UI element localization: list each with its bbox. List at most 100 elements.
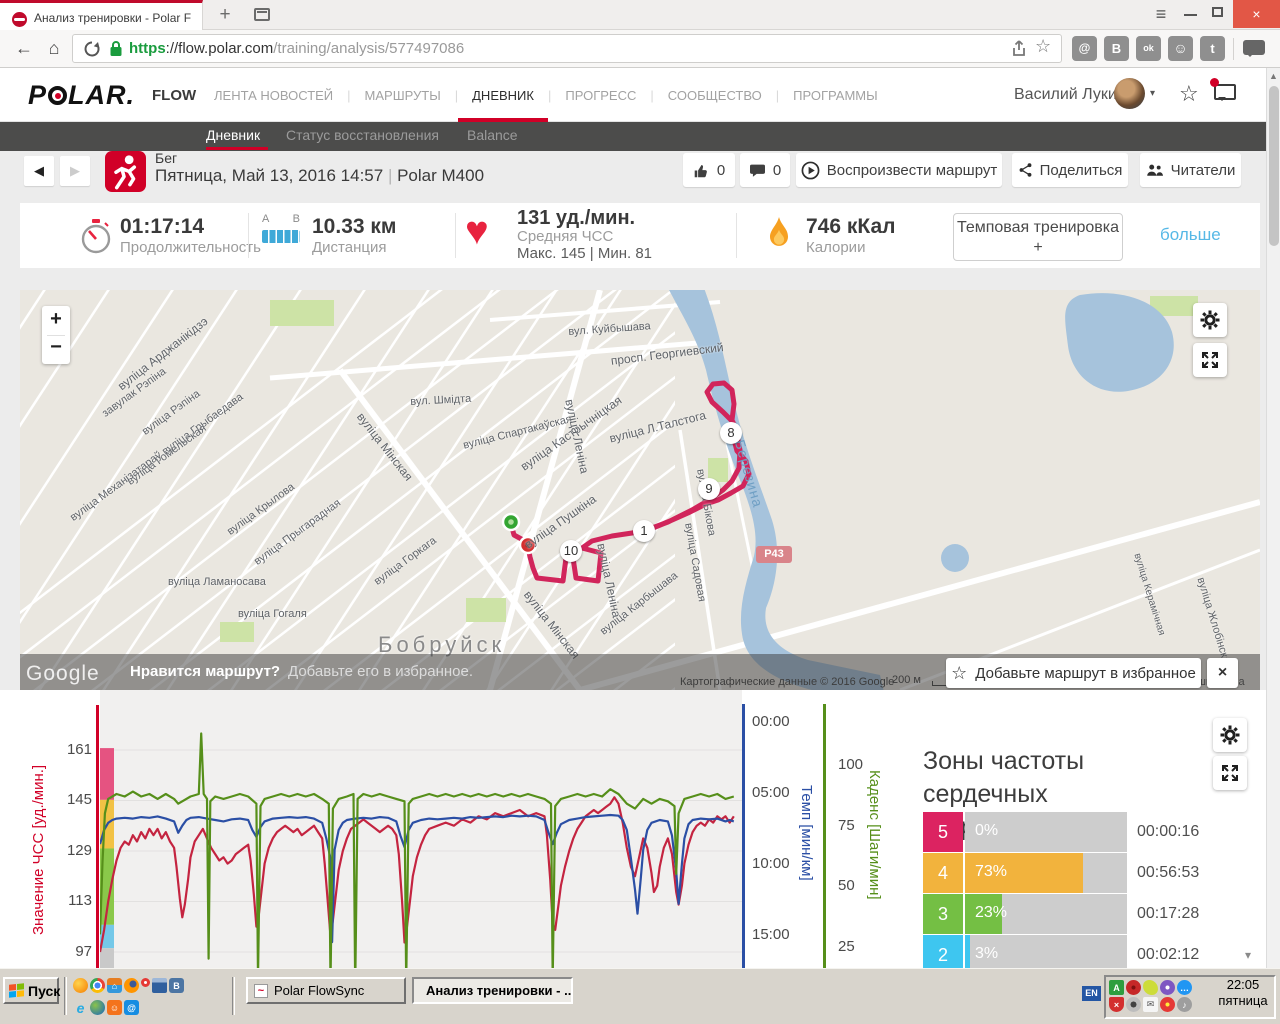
antivirus-icon[interactable]: A — [1109, 980, 1124, 995]
mail-icon[interactable]: ✉ — [1143, 997, 1158, 1012]
subnav-diary[interactable]: Дневник — [206, 127, 261, 143]
guard-icon[interactable] — [1160, 997, 1175, 1012]
volume-icon[interactable]: ♪ — [1177, 997, 1192, 1012]
chart-settings-button[interactable] — [1213, 718, 1247, 752]
url-bar[interactable]: https://flow.polar.com/training/analysis… — [72, 34, 1062, 63]
hr-zone-row: 4 73% 00:56:53 — [923, 853, 1260, 893]
zoom-out-button[interactable]: − — [50, 336, 62, 358]
twitter-icon[interactable]: t — [1200, 36, 1225, 61]
notifications-icon[interactable] — [1214, 84, 1236, 101]
comment-button[interactable]: 0 — [740, 153, 790, 187]
share-button[interactable]: Поделиться — [1012, 153, 1128, 187]
zone-bar: 23% — [965, 894, 1127, 934]
subnav-balance[interactable]: Balance — [467, 127, 518, 143]
mymir-icon[interactable]: ☺ — [1168, 36, 1193, 61]
series-hr — [100, 796, 735, 953]
hr-minmax: Макс. 145 | Мин. 81 — [517, 245, 653, 262]
subnav-recovery[interactable]: Статус восстановления — [286, 127, 439, 143]
ie-icon[interactable]: e — [76, 999, 85, 1016]
chevron-down-icon[interactable]: ▾ — [1150, 88, 1156, 99]
taskbar-clock[interactable]: 22:05 пятница — [1212, 977, 1274, 1009]
leaf-icon[interactable] — [1143, 980, 1158, 995]
series-cadence — [100, 732, 735, 968]
nav-item-programs[interactable]: ПРОГРАММЫ — [793, 87, 878, 103]
avg-hr-label: Средняя ЧСС — [517, 228, 614, 245]
vk-icon[interactable]: B — [169, 978, 184, 993]
like-button[interactable]: 0 — [683, 153, 735, 187]
at-icon[interactable]: @ — [1072, 36, 1097, 61]
share-page-icon[interactable] — [1011, 40, 1027, 58]
start-button[interactable]: Пуск — [3, 977, 60, 1004]
mailru-icon[interactable]: @ — [124, 1000, 139, 1015]
comments-panel-icon[interactable] — [1243, 40, 1265, 57]
next-session-button[interactable]: ▶ — [60, 156, 90, 186]
training-curves-chart[interactable] — [100, 690, 742, 968]
opera-icon[interactable] — [141, 978, 150, 987]
ok-icon[interactable]: ☺ — [107, 1000, 122, 1015]
duration-value: 01:17:14 — [120, 215, 205, 238]
replay-route-button[interactable]: Воспроизвести маршрут — [796, 153, 1002, 187]
calories-label: Калории — [806, 239, 866, 256]
earth-icon[interactable] — [90, 1000, 105, 1015]
nav-item-routes[interactable]: МАРШРУТЫ — [364, 87, 441, 103]
vk-icon[interactable]: B — [1104, 36, 1129, 61]
back-button[interactable]: ← — [15, 38, 33, 58]
ok-icon[interactable]: ok — [1136, 36, 1161, 61]
more-link[interactable]: больше — [1160, 225, 1221, 244]
refresh-icon[interactable] — [83, 40, 101, 58]
map-settings-button[interactable] — [1193, 303, 1227, 337]
prev-session-button[interactable]: ◀ — [24, 156, 54, 186]
browser-menu-icon[interactable]: ≡ — [1155, 4, 1167, 24]
session-datetime: Пятница, Май 13, 2016 14:57 | Polar M400 — [155, 166, 485, 185]
map-fullscreen-button[interactable] — [1193, 343, 1227, 377]
user-name[interactable]: Василий Лукин — [1014, 86, 1126, 103]
nav-item-diary[interactable]: ДНЕВНИК — [458, 68, 548, 122]
nav-item-feed[interactable]: ЛЕНТА НОВОСТЕЙ — [214, 87, 334, 103]
page-scrollbar[interactable]: ▲ — [1266, 68, 1280, 968]
tab-list-icon[interactable] — [254, 8, 270, 21]
avatar[interactable] — [1114, 78, 1145, 109]
shield-icon[interactable]: × — [1109, 997, 1124, 1012]
torrent-icon[interactable] — [1160, 980, 1175, 995]
google-logo: Google — [26, 662, 100, 685]
training-type-box[interactable]: Темповая тренировка + — [953, 213, 1123, 261]
readers-button[interactable]: Читатели — [1140, 153, 1241, 187]
overlay-close-button[interactable]: × — [1207, 658, 1238, 688]
window-close-button[interactable]: × — [1233, 0, 1280, 28]
webcam-icon[interactable] — [1126, 997, 1141, 1012]
polar-logo[interactable]: P LAR. — [28, 79, 136, 110]
zone-time: 00:56:53 — [1137, 864, 1200, 881]
bug-icon[interactable] — [1126, 980, 1141, 995]
zoom-in-button[interactable]: + — [50, 308, 62, 330]
expand-icon — [1222, 765, 1238, 781]
nav-item-progress[interactable]: ПРОГРЕСС — [565, 87, 637, 103]
axis-tick: 100 — [838, 756, 864, 773]
window-minimize-button[interactable] — [1184, 14, 1197, 16]
quick-launch-row: e ☺ @ — [72, 999, 140, 1016]
home-button[interactable]: ⌂ — [48, 38, 60, 58]
favorites-star-icon[interactable]: ☆ — [1179, 81, 1199, 106]
window-restore-button[interactable] — [1212, 7, 1223, 17]
firefox-icon[interactable] — [124, 978, 139, 993]
chat-icon[interactable]: … — [1177, 980, 1192, 995]
chrome-icon[interactable] — [90, 978, 105, 993]
new-tab-button[interactable]: + — [219, 4, 231, 25]
add-route-favorite-button[interactable]: ☆ Добавьте маршрут в избранное — [946, 658, 1201, 688]
route-map[interactable]: вул. Куйбышава просп. Георгиевский вул. Шм… — [20, 290, 1260, 690]
street-label: просп. Георгиевский — [610, 340, 725, 368]
task-training-analysis[interactable]: Анализ тренировки - ... — [412, 977, 573, 1004]
scrollbar-thumb[interactable] — [1269, 86, 1279, 246]
zones-dropdown-caret[interactable]: ▾ — [1245, 948, 1252, 962]
save-icon[interactable] — [152, 978, 167, 993]
bookmark-star-icon[interactable]: ☆ — [1035, 36, 1052, 56]
axis-tick: 25 — [838, 937, 855, 955]
nav-item-community[interactable]: СООБЩЕСТВО — [667, 87, 762, 103]
amigo-icon[interactable] — [73, 978, 88, 993]
language-indicator[interactable]: EN — [1082, 986, 1101, 1001]
scroll-up-arrow[interactable]: ▲ — [1269, 71, 1278, 81]
task-polar-flowsync[interactable]: ~ Polar FlowSync — [246, 977, 406, 1004]
home-icon[interactable]: ⌂ — [107, 978, 122, 993]
browser-tab[interactable]: Анализ тренировки - Polar F — [0, 0, 203, 30]
distance-ruler-icon — [262, 230, 300, 243]
chart-fullscreen-button[interactable] — [1213, 756, 1247, 790]
